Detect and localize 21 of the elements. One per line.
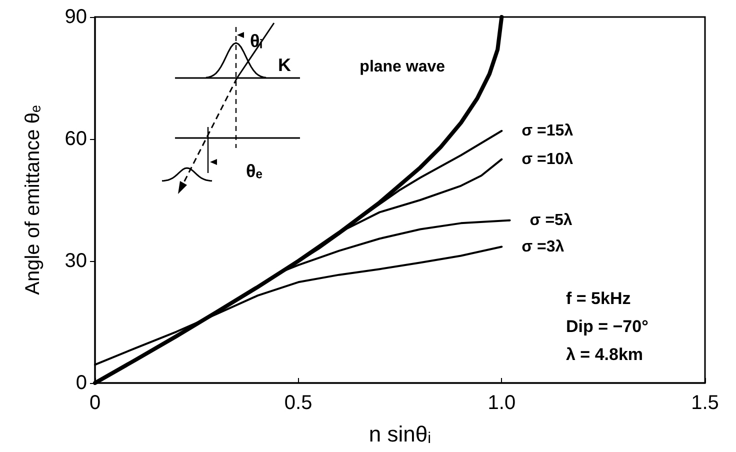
text: plane wave: [360, 58, 446, 76]
x-tick-label: 1.5: [691, 392, 719, 414]
x-tick-label: 1.0: [488, 392, 516, 414]
y-axis-title: Angle of emittance θₑ: [22, 105, 44, 295]
y-tick-label: 60: [64, 128, 87, 150]
y-tick-label: 90: [64, 6, 87, 28]
y-tick-label: 0: [76, 372, 87, 394]
series-label: σ =5λ: [530, 212, 572, 229]
annotation: θₑ: [246, 161, 263, 181]
x-tick-label: 0: [89, 392, 101, 414]
x-tick-label: 0.5: [284, 392, 312, 414]
series-label: σ =10λ: [522, 150, 574, 168]
annotation: θᵢ: [250, 31, 263, 51]
series-label: σ =15λ: [522, 122, 574, 140]
series-label: σ =3λ: [522, 238, 564, 256]
annotation: f = 5kHz: [566, 289, 631, 308]
y-tick-label: 30: [64, 250, 87, 272]
x-axis-title: n sinθᵢ: [368, 422, 432, 446]
annotation: λ = 4.8km: [566, 345, 644, 364]
annotation: K: [278, 55, 291, 75]
annotation: Dip = −70°: [566, 317, 649, 336]
